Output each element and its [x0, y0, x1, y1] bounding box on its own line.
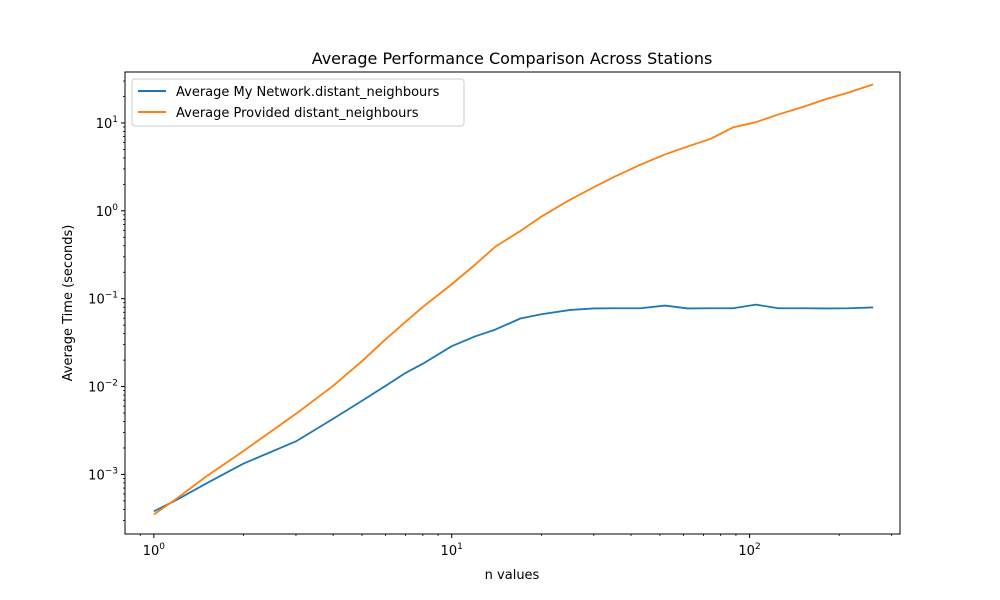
- x-tick-label: 100: [143, 542, 166, 559]
- series-layer: [153, 83, 874, 516]
- y-tick-label: 10−3: [88, 466, 118, 483]
- series-line-1: [153, 83, 874, 516]
- y-tick-label: 10−1: [88, 291, 118, 308]
- legend-label-provided: Average Provided distant_neighbours: [176, 106, 419, 121]
- plot-frame: [124, 71, 901, 535]
- ticks-layer: 100 101 102 10−3 10−2 10−1 100 101: [88, 80, 893, 559]
- legend: Average My Network.distant_neighbours Av…: [131, 78, 465, 127]
- chart-title: Average Performance Comparison Across St…: [312, 49, 713, 68]
- y-tick-label: 10−2: [88, 379, 118, 396]
- legend-box: [131, 78, 465, 127]
- legend-label-my-network: Average My Network.distant_neighbours: [176, 85, 440, 100]
- x-tick-label: 101: [441, 542, 463, 559]
- y-tick-label: 101: [96, 115, 118, 132]
- series-line-0: [153, 303, 874, 513]
- y-tick-label: 100: [96, 203, 119, 220]
- x-axis-label: n values: [485, 568, 540, 583]
- x-tick-label: 102: [738, 542, 760, 559]
- y-axis-label: Average Time (seconds): [61, 225, 76, 382]
